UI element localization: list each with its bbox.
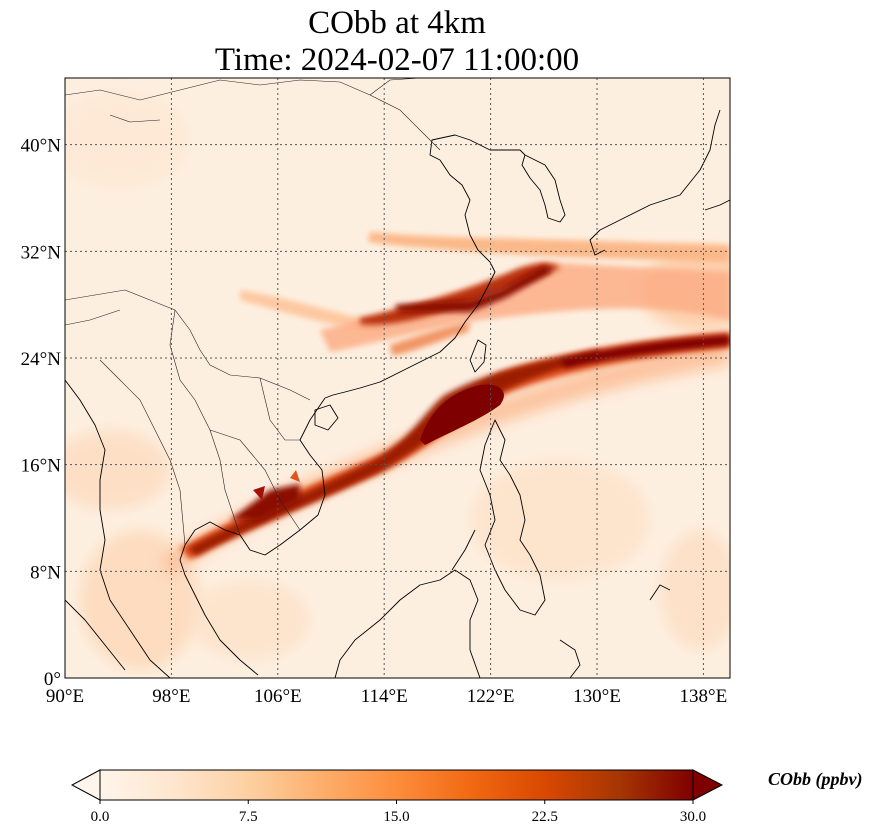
title-line-1: CObb at 4km [308, 5, 486, 41]
lon-tick-label: 114°E [361, 686, 408, 707]
colorbar-extend-min [70, 769, 101, 801]
concentration-field [65, 90, 730, 670]
lon-tick-label: 98°E [152, 686, 190, 707]
colorbar-tick-label: 22.5 [532, 809, 558, 825]
colorbar-tick-label: 30.0 [680, 809, 706, 825]
lat-tick-label: 8°N [30, 562, 61, 583]
gridlines [65, 78, 730, 678]
latitude-tick-labels: 0° 8°N 16°N 24°N 32°N 40°N [21, 136, 62, 690]
colorbar-tick-label: 15.0 [383, 809, 409, 825]
colorbar-extend-max [692, 769, 724, 801]
lon-tick-label: 122°E [467, 686, 515, 707]
lat-tick-label: 32°N [21, 242, 62, 263]
colorbar-tick-label: 7.5 [239, 809, 258, 825]
lat-tick-label: 0° [44, 669, 61, 690]
lon-tick-label: 130°E [573, 686, 621, 707]
colorbar-gradient [99, 769, 694, 801]
lon-tick-label: 90°E [46, 686, 84, 707]
colorbar: 0.0 7.5 15.0 22.5 30.0 CObb (ppbv) [70, 769, 862, 825]
map-panel [64, 77, 731, 679]
lat-tick-label: 16°N [21, 456, 62, 477]
colorbar-tick-label: 0.0 [91, 809, 110, 825]
lon-tick-label: 138°E [680, 686, 728, 707]
title-line-2: Time: 2024-02-07 11:00:00 [215, 42, 579, 78]
colorbar-label: CObb (ppbv) [768, 769, 862, 790]
lon-tick-label: 106°E [254, 686, 302, 707]
lat-tick-label: 24°N [21, 349, 62, 370]
map-frame [64, 77, 731, 679]
longitude-tick-labels: 90°E 98°E 106°E 114°E 122°E 130°E 138°E [46, 686, 727, 707]
lat-tick-label: 40°N [21, 136, 62, 157]
colorbar-ticks: 0.0 7.5 15.0 22.5 30.0 [91, 800, 706, 825]
